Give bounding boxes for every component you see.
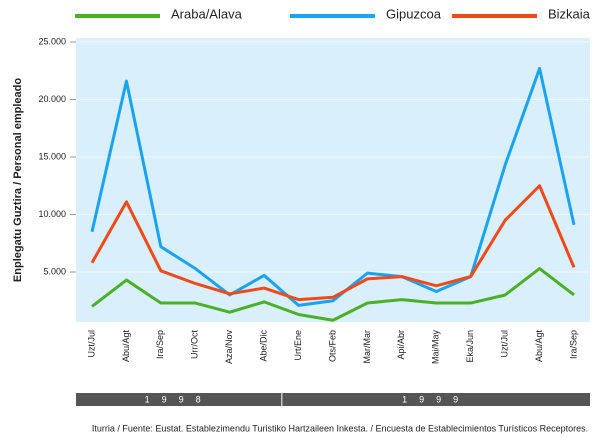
- y-tick-label: 10.000: [38, 209, 66, 219]
- year-label: 1999: [402, 394, 470, 404]
- series-line: [90, 184, 576, 302]
- y-tick-label: 15.000: [38, 151, 66, 161]
- series-line: [91, 267, 575, 322]
- legend-label: Bizkaia: [548, 6, 591, 21]
- x-tick-label: Mai/May: [431, 330, 441, 365]
- year-label: 1998: [145, 394, 213, 404]
- x-tick-label: Uzt/Jul: [86, 330, 96, 358]
- x-tick-label: Abu/Agt: [534, 330, 544, 363]
- legend-label: Gipuzcoa: [386, 6, 442, 21]
- x-tick-label: Ira/Sep: [568, 330, 578, 359]
- year-bar: [76, 393, 282, 406]
- x-tick-label: Eka/Jun: [465, 330, 475, 363]
- x-tick-label: Urt/Ene: [293, 330, 303, 361]
- y-tick-label: 5.000: [43, 266, 66, 276]
- plot-area: [76, 38, 590, 322]
- legend-label: Araba/Alava: [171, 6, 243, 21]
- x-tick-label: Mar/Mar: [362, 330, 372, 364]
- y-tick-label: 20.000: [38, 94, 66, 104]
- x-tick-label: Ira/Sep: [155, 330, 165, 359]
- x-tick-label: Uzt/Jul: [500, 330, 510, 358]
- x-tick-label: Urr/Oct: [190, 330, 200, 359]
- x-tick-label: Abu/Agt: [121, 330, 131, 363]
- x-tick-label: Aza/Nov: [224, 330, 234, 365]
- year-bar: [282, 393, 590, 406]
- x-tick-label: Ots/Feb: [327, 330, 337, 362]
- x-tick-label: Abe/Dic: [259, 330, 269, 362]
- series-line: [90, 66, 576, 307]
- y-axis-label: Enplegatu Guztira / Personal empleado: [12, 78, 24, 282]
- y-tick-label: 25.000: [38, 36, 66, 46]
- source: Iturria / Fuente: Eustat. Establezimendu…: [92, 423, 588, 433]
- x-tick-label: Api/Abr: [396, 330, 406, 360]
